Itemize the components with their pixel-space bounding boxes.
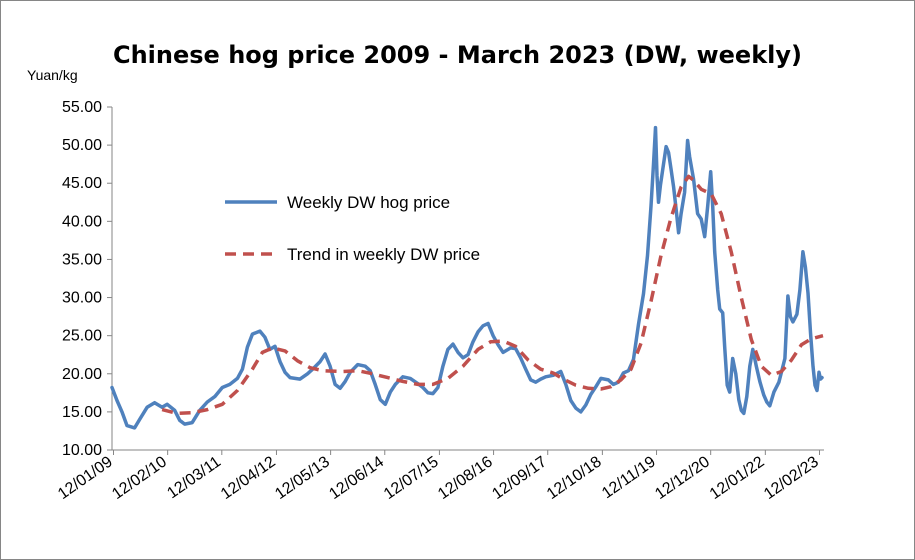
- x-tick-label: 12/10/18: [544, 453, 605, 503]
- legend-label-trend: Trend in weekly DW price: [287, 245, 480, 264]
- y-tick-label: 30.00: [62, 290, 102, 307]
- x-tick-label: 12/11/19: [599, 453, 659, 502]
- x-tick-label: 12/01/09: [55, 453, 116, 503]
- y-tick-label: 25.00: [62, 328, 102, 345]
- x-tick-label: 12/02/10: [109, 453, 170, 503]
- weekly-price-series-line: [110, 125, 824, 430]
- x-tick-label: 12/08/16: [435, 453, 496, 503]
- y-tick-label: 40.00: [62, 213, 102, 230]
- y-tick-label: 55.00: [62, 99, 102, 116]
- trend-series-line: [161, 174, 824, 416]
- x-tick-label: 12/04/12: [218, 453, 279, 503]
- y-tick-label: 15.00: [62, 404, 102, 421]
- y-tick-labels: 10.00 15.00 20.00 25.00 30.00 35.00 40.00 45.00…: [62, 99, 112, 459]
- axes: [111, 107, 824, 451]
- x-tick-label: 12/02/23: [761, 453, 822, 503]
- y-tick-label: 20.00: [62, 366, 102, 383]
- x-tick-label: 12/05/13: [272, 453, 333, 503]
- y-tick-label: 45.00: [62, 175, 102, 192]
- x-tick-label: 12/01/22: [707, 453, 768, 503]
- y-axis-unit-label: Yuan/kg: [27, 67, 78, 83]
- chart-title: Chinese hog price 2009 - March 2023 (DW,…: [112, 41, 803, 69]
- x-tick-label: 12/06/14: [326, 453, 387, 503]
- x-tick-label: 12/03/11: [164, 453, 224, 502]
- x-tick-label: 12/07/15: [381, 453, 442, 503]
- legend: Weekly DW hog price Trend in weekly DW pr…: [225, 193, 480, 264]
- legend-label-weekly: Weekly DW hog price: [287, 193, 450, 212]
- y-tick-label: 10.00: [62, 442, 102, 459]
- series-layer: [110, 125, 824, 430]
- x-tick-label: 12/12/20: [652, 453, 713, 503]
- y-tick-label: 35.00: [62, 251, 102, 268]
- x-tick-label: 12/09/17: [489, 453, 550, 503]
- x-tick-labels: 12/01/0912/02/1012/03/1112/04/1212/05/13…: [55, 450, 822, 503]
- y-tick-label: 50.00: [62, 137, 102, 154]
